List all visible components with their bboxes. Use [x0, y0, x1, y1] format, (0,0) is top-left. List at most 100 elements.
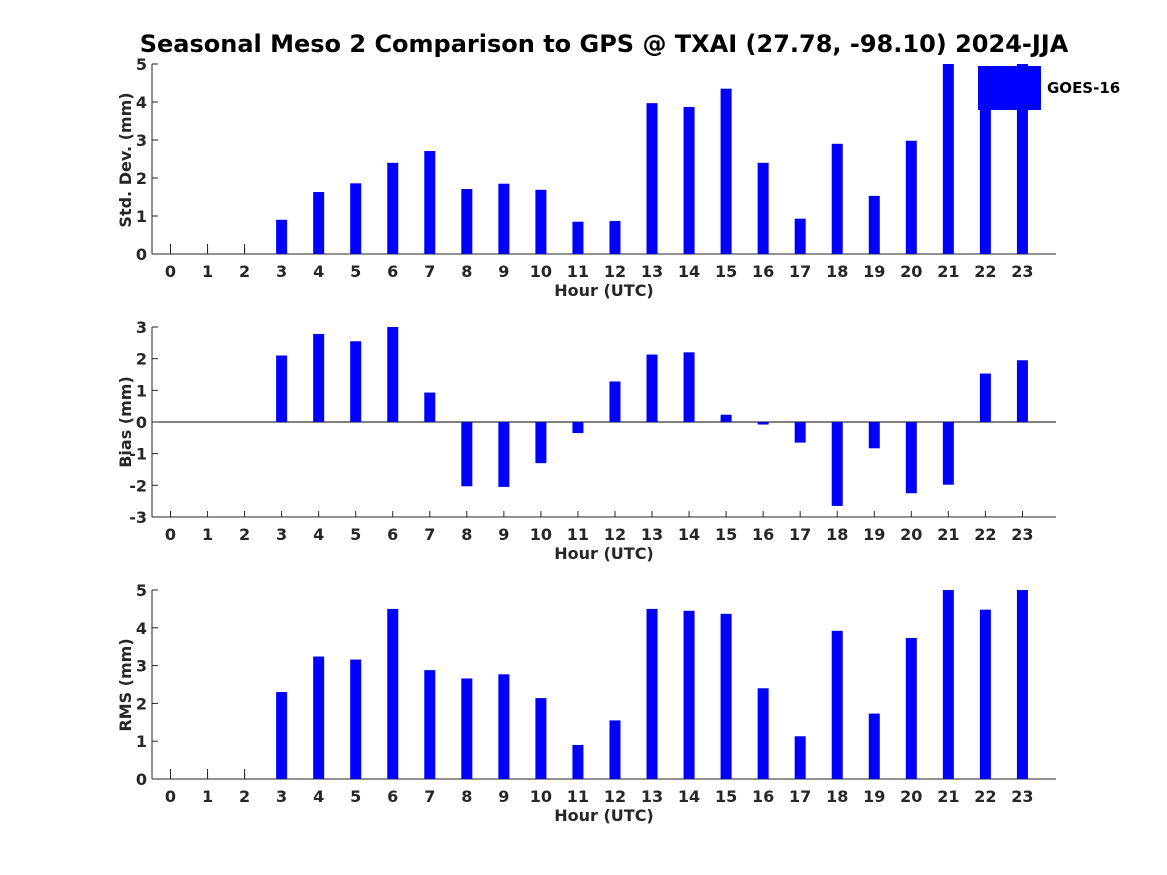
x-tick-label: 3: [276, 525, 287, 544]
x-tick-label: 11: [567, 525, 589, 544]
x-tick-label: 4: [313, 262, 324, 281]
x-tick-label: 23: [1011, 262, 1033, 281]
x-tick-label: 20: [900, 262, 922, 281]
y-tick-label: 1: [136, 207, 147, 226]
bar-hour-11: [572, 221, 584, 254]
x-tick-label: 18: [826, 262, 848, 281]
bar-hour-19: [868, 713, 880, 779]
bar-hour-12: [609, 220, 621, 254]
y-tick-label: 4: [136, 619, 147, 638]
x-tick-label: 3: [276, 787, 287, 806]
x-tick-label: 12: [604, 787, 626, 806]
bar-hour-11: [572, 744, 584, 779]
x-tick-label: 20: [900, 787, 922, 806]
y-tick-label: -3: [129, 508, 147, 527]
bar-hour-18: [831, 143, 843, 254]
bar-hour-7: [424, 392, 436, 422]
bar-hour-20: [905, 638, 917, 779]
x-tick-label: 10: [530, 787, 552, 806]
x-tick-label: 4: [313, 787, 324, 806]
bar-hour-16: [757, 162, 769, 254]
y-tick-label: 5: [136, 55, 147, 74]
x-tick-label: 23: [1011, 525, 1033, 544]
x-tick-label: 19: [863, 525, 885, 544]
x-tick-label: 5: [350, 787, 361, 806]
x-tick-label: 16: [752, 787, 774, 806]
bar-hour-18: [831, 630, 843, 779]
bar-hour-17: [794, 422, 806, 443]
bar-hour-21: [942, 590, 954, 779]
bar-hour-5: [350, 183, 362, 254]
bar-hour-8: [461, 678, 473, 779]
bar-hour-22: [979, 373, 991, 422]
bar-hour-22: [979, 609, 991, 779]
x-tick-label: 0: [165, 787, 176, 806]
x-tick-label: 2: [239, 262, 250, 281]
y-tick-label: -2: [129, 476, 147, 495]
x-tick-label: 22: [974, 525, 996, 544]
x-tick-label: 15: [715, 787, 737, 806]
y-tick-label: 0: [136, 245, 147, 264]
bar-hour-10: [535, 422, 547, 464]
bar-hour-6: [387, 608, 399, 779]
bar-hour-10: [535, 189, 547, 254]
x-tick-label: 5: [350, 525, 361, 544]
x-tick-label: 8: [461, 787, 472, 806]
x-tick-label: 21: [937, 525, 959, 544]
bar-hour-23: [1016, 360, 1028, 422]
legend-swatch-goes-16: [978, 66, 1041, 110]
bar-hour-19: [868, 195, 880, 254]
bar-hour-13: [646, 354, 658, 422]
x-tick-label: 13: [641, 262, 663, 281]
bar-hour-15: [720, 88, 732, 254]
y-tick-label: 3: [136, 318, 147, 337]
bar-hour-21: [942, 64, 954, 254]
x-tick-label: 11: [567, 262, 589, 281]
x-tick-label: 21: [937, 262, 959, 281]
x-tick-label: 14: [678, 525, 700, 544]
y-axis-label: Std. Dev. (mm): [116, 92, 135, 227]
y-tick-label: 3: [136, 657, 147, 676]
bar-hour-7: [424, 151, 436, 254]
bar-hour-14: [683, 610, 695, 779]
x-tick-label: 6: [387, 525, 398, 544]
x-axis-label: Hour (UTC): [554, 806, 654, 825]
bar-hour-5: [350, 659, 362, 779]
bar-hour-21: [942, 422, 954, 485]
bar-hour-4: [313, 333, 325, 422]
bar-hour-19: [868, 422, 880, 449]
x-tick-label: 1: [202, 525, 213, 544]
y-tick-label: 1: [136, 732, 147, 751]
x-tick-label: 7: [424, 787, 435, 806]
bar-hour-9: [498, 422, 510, 487]
y-tick-label: 4: [136, 93, 147, 112]
x-tick-label: 11: [567, 787, 589, 806]
bar-hour-5: [350, 341, 362, 422]
bar-hour-20: [905, 422, 917, 494]
bar-hour-15: [720, 414, 732, 422]
bar-hour-15: [720, 613, 732, 779]
x-tick-label: 12: [604, 262, 626, 281]
y-tick-label: 5: [136, 581, 147, 600]
x-tick-label: 16: [752, 525, 774, 544]
x-tick-label: 1: [202, 787, 213, 806]
y-tick-label: 0: [136, 413, 147, 432]
bar-hour-12: [609, 381, 621, 422]
bar-hour-9: [498, 674, 510, 779]
x-tick-label: 19: [863, 787, 885, 806]
y-tick-label: 2: [136, 350, 147, 369]
x-tick-label: 15: [715, 262, 737, 281]
bar-hour-11: [572, 422, 584, 434]
legend-label: GOES-16: [1047, 79, 1120, 97]
bar-hour-23: [1016, 590, 1028, 779]
x-tick-label: 13: [641, 787, 663, 806]
x-tick-label: 0: [165, 262, 176, 281]
bar-hour-6: [387, 327, 399, 422]
y-axis-label: Bias (mm): [116, 376, 135, 468]
bar-hour-9: [498, 183, 510, 254]
x-tick-label: 8: [461, 525, 472, 544]
x-tick-label: 22: [974, 787, 996, 806]
